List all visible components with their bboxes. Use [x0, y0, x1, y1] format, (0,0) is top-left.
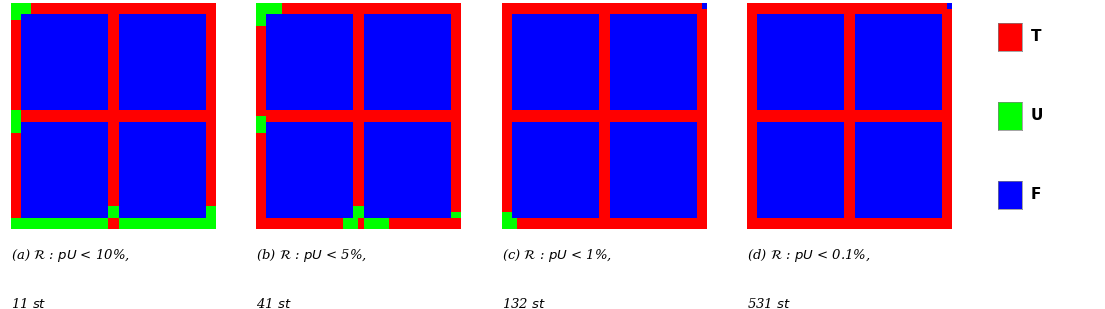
Text: F: F [1031, 187, 1041, 202]
Text: (c) $\mathcal{R}$ : $pU$ < 1%,: (c) $\mathcal{R}$ : $pU$ < 1%, [502, 247, 612, 264]
Text: (a) $\mathcal{R}$ : $pU$ < 10%,: (a) $\mathcal{R}$ : $pU$ < 10%, [11, 247, 130, 264]
Text: 132 $st$: 132 $st$ [502, 297, 546, 309]
Text: 11 $st$: 11 $st$ [11, 297, 46, 309]
Text: U: U [1031, 108, 1043, 123]
Text: 41 $st$: 41 $st$ [256, 297, 292, 309]
Text: 531 $st$: 531 $st$ [747, 297, 791, 309]
Text: T: T [1031, 29, 1042, 44]
Text: (b) $\mathcal{R}$ : $pU$ < 5%,: (b) $\mathcal{R}$ : $pU$ < 5%, [256, 247, 368, 264]
Text: (d) $\mathcal{R}$ : $pU$ < 0.1%,: (d) $\mathcal{R}$ : $pU$ < 0.1%, [747, 247, 871, 264]
